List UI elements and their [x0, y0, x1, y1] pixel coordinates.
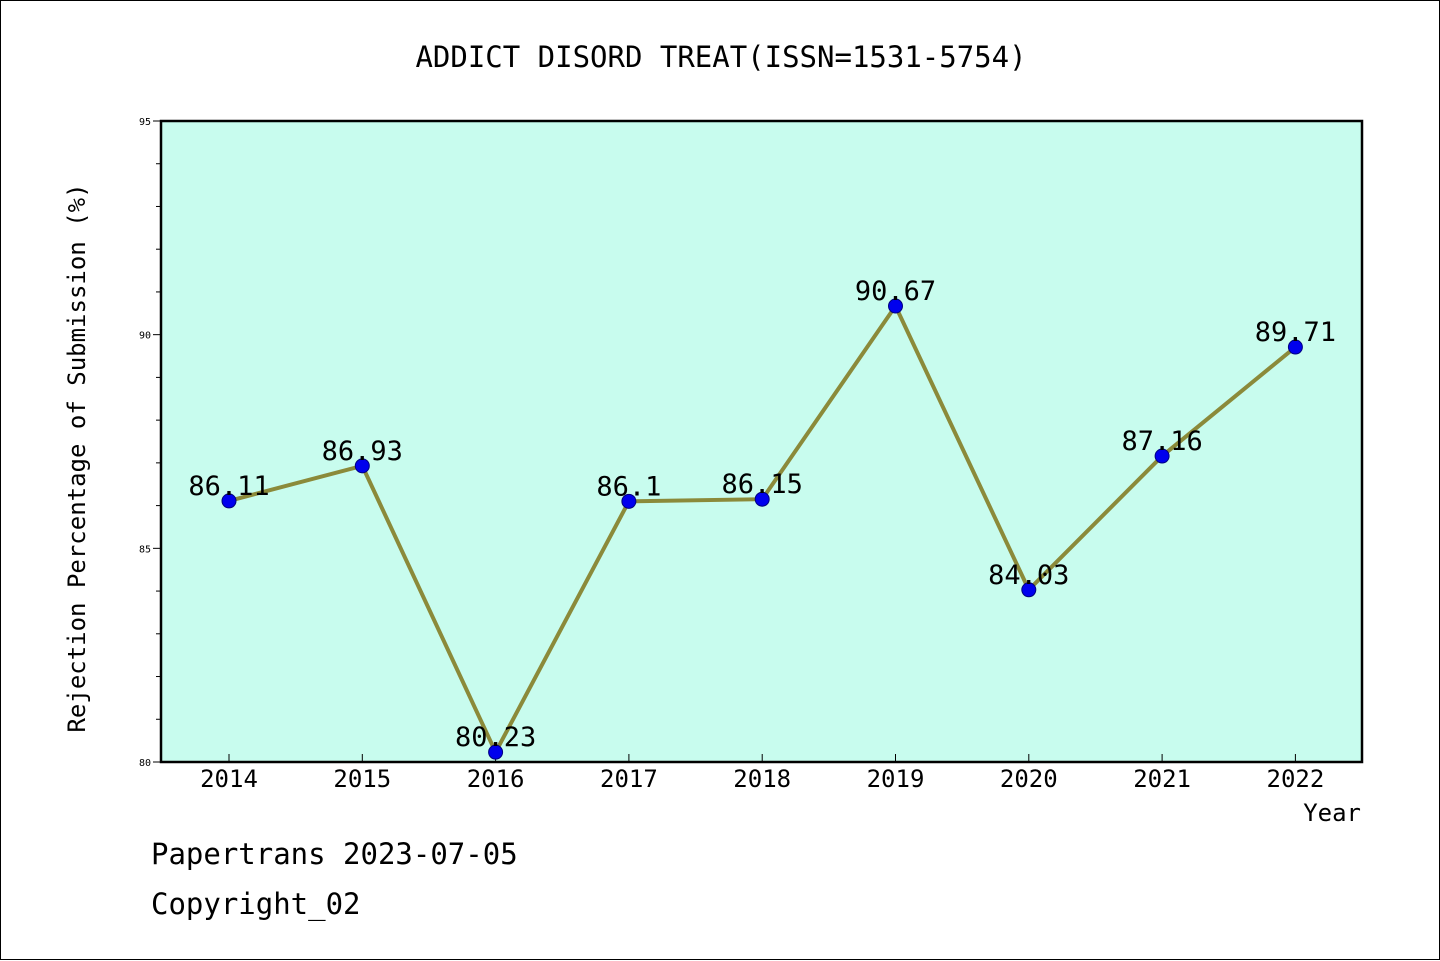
footer-copyright: Copyright_02: [151, 887, 361, 921]
y-axis-label: Rejection Percentage of Submission (%): [63, 183, 91, 732]
data-label: 84.03: [988, 560, 1069, 591]
data-point: [888, 298, 903, 314]
data-point: [1154, 448, 1170, 464]
footer-date: Papertrans 2023-07-05: [151, 837, 518, 871]
data-label: 90.67: [855, 276, 936, 307]
data-point: [754, 491, 770, 507]
data-label: 86.1: [596, 471, 661, 502]
data-point: [1287, 339, 1303, 355]
data-label: 80.23: [455, 722, 536, 753]
plot-area: [159, 119, 1364, 764]
chart-title: ADDICT DISORD TREAT(ISSN=1531-5754): [415, 40, 1026, 74]
y-tick-label: 95: [139, 117, 151, 128]
x-axis: 2014 2015 2016 2017 2018 2019 2020 2021 2022: [200, 754, 1324, 793]
data-label: 86.93: [322, 436, 403, 467]
x-tick-label: 2021: [1133, 765, 1191, 793]
data-label: 89.71: [1255, 317, 1336, 348]
y-axis: 80 85 90 95: [139, 117, 161, 769]
data-point: [221, 493, 237, 509]
data-label: 86.11: [188, 471, 269, 502]
data-point: [1021, 582, 1037, 598]
data-point: [621, 493, 637, 509]
x-tick-label: 2019: [867, 765, 925, 793]
x-tick-label: 2016: [467, 765, 525, 793]
data-point: [354, 458, 370, 474]
x-tick-label: 2014: [200, 765, 258, 793]
x-tick-label: 2018: [733, 765, 791, 793]
y-tick-label: 85: [139, 544, 151, 555]
series-group: 86.11 86.93 80.23 86.1 86.15 90.67 84.03 87.16 8…: [188, 276, 1336, 760]
data-label: 86.15: [722, 469, 803, 500]
y-tick-label: 80: [139, 758, 151, 769]
data-point: [488, 744, 504, 760]
x-tick-label: 2020: [1000, 765, 1058, 793]
data-label: 87.16: [1121, 426, 1202, 457]
x-axis-label: Year: [1303, 799, 1361, 827]
x-tick-label: 2015: [333, 765, 391, 793]
y-tick-label: 90: [139, 331, 151, 342]
x-tick-label: 2022: [1267, 765, 1325, 793]
x-tick-label: 2017: [600, 765, 658, 793]
